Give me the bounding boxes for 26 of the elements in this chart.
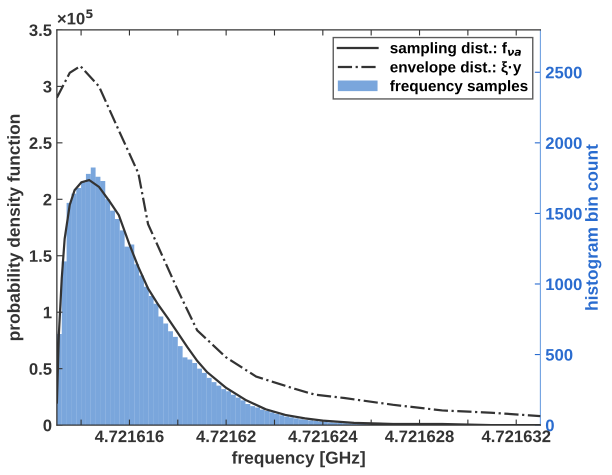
y-tick-label: 3.5 [29, 24, 52, 36]
x-tick-label: 4.721628 [385, 430, 454, 442]
y-tick-label: 0.5 [30, 363, 52, 375]
y2-tick-label: 0 [546, 420, 554, 432]
y2-tick-label: 500 [546, 348, 572, 361]
legend-label: envelope dist.: ξ·y [390, 61, 522, 76]
y-tick-label: 0 [43, 420, 52, 432]
y-tick-label: 2.5 [29, 137, 52, 150]
y2-axis-title: histogram bin count [585, 144, 602, 310]
x-tick-label: 4.721616 [94, 430, 164, 442]
text: ×10$^{5}$ [58, 9, 93, 25]
x-tick-label: 4.721632 [482, 430, 550, 442]
y2-tick-label: 2500 [546, 66, 582, 78]
y-tick-label: 1.5 [30, 250, 52, 262]
x-tick-label: 4.721624 [288, 430, 358, 442]
y-tick-label: 3 [43, 80, 52, 93]
y-tick-label: 1 [44, 306, 52, 318]
y-tick-label: 2 [43, 194, 52, 206]
x-axis-title: frequency [GHz] [232, 451, 365, 468]
y-axis-title: probability density function [7, 114, 24, 340]
y2-tick-label: 1000 [546, 278, 582, 290]
y2-tick-label: 1500 [546, 208, 582, 220]
y2-tick-label: 2000 [546, 137, 582, 150]
legend-label: frequency samples [390, 80, 528, 94]
x-tick-label: 4.72162 [196, 430, 256, 442]
legend-label: sampling dist.: f$_{νa}$ [390, 42, 521, 56]
